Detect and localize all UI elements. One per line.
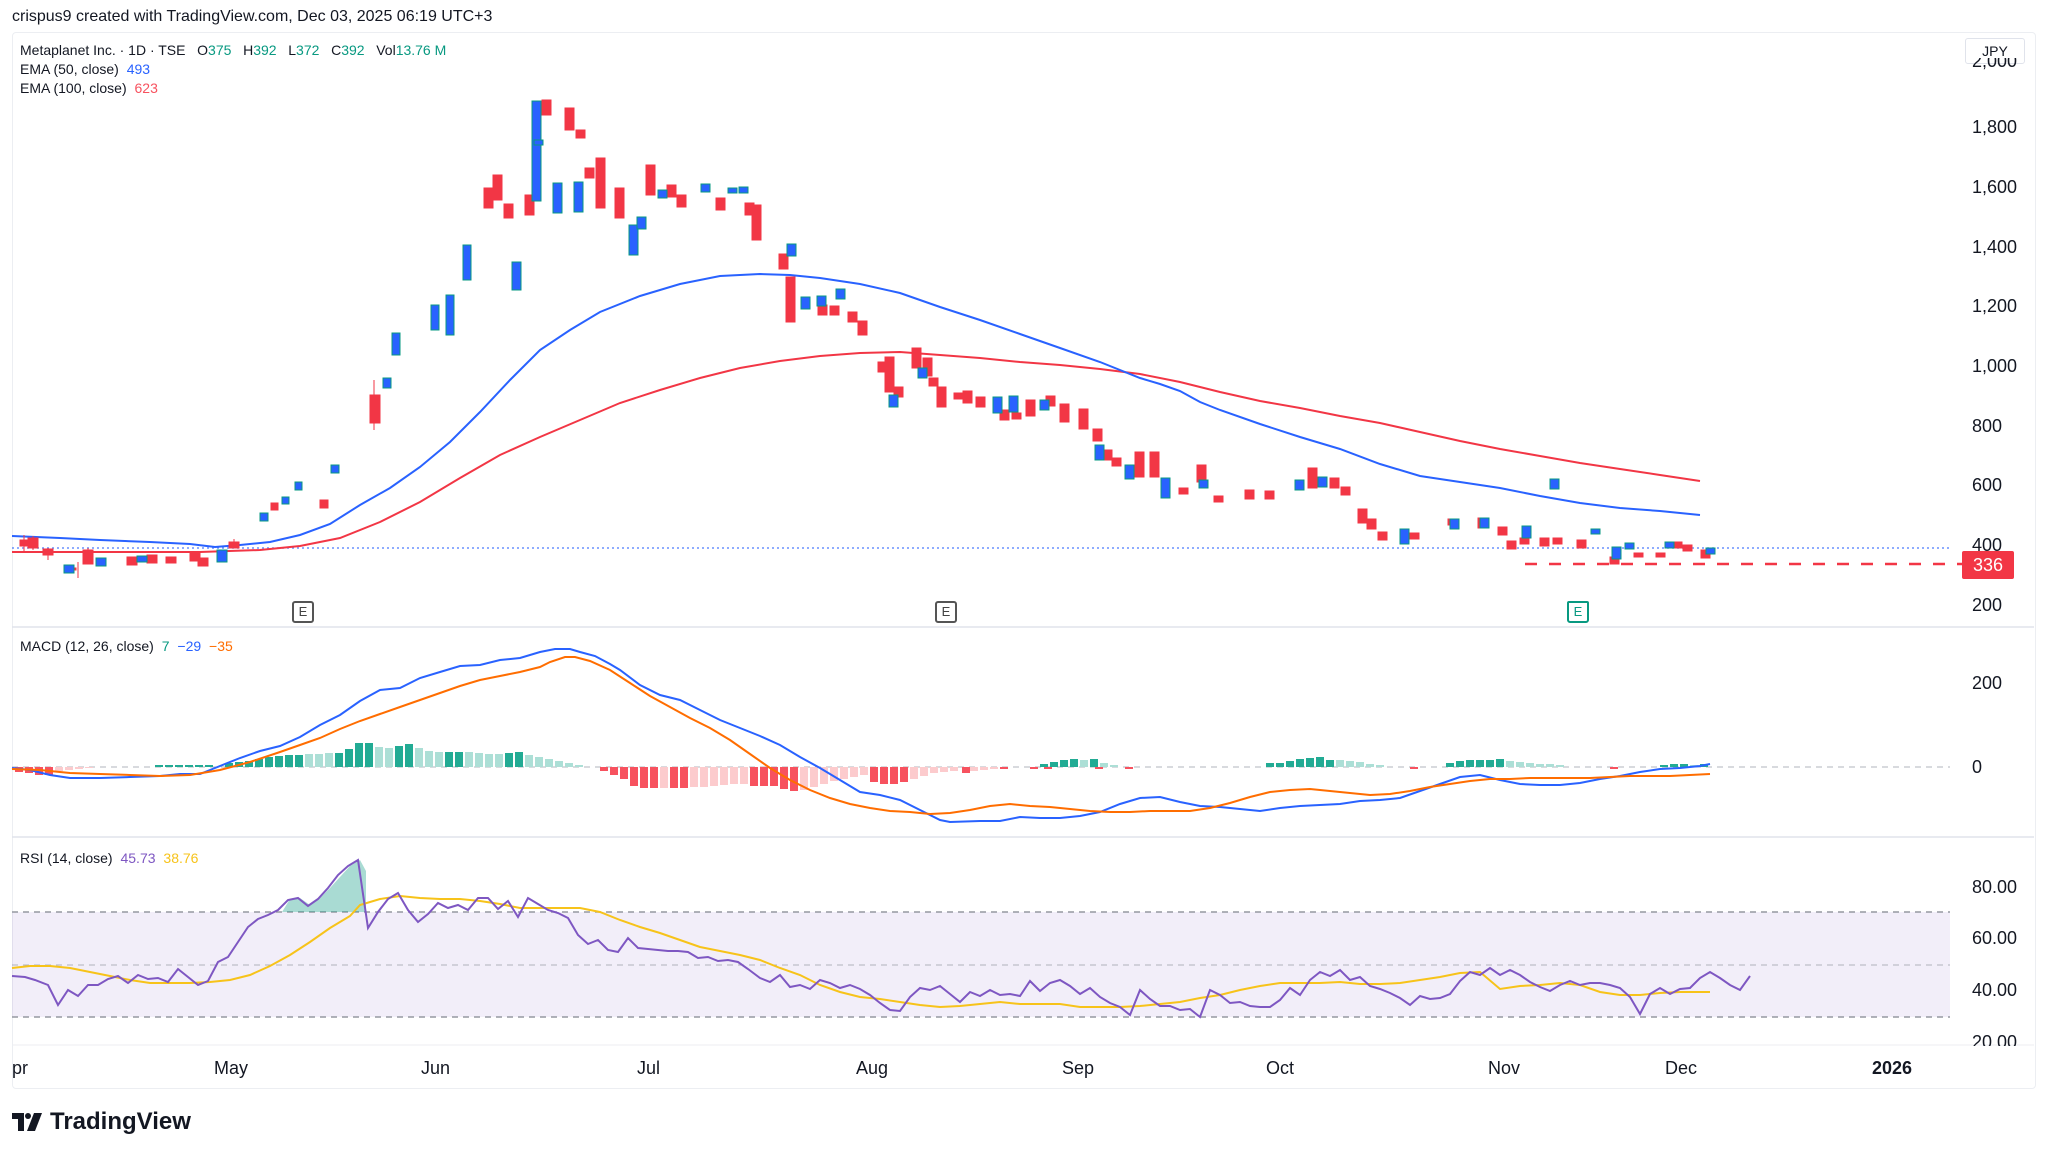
macd-histogram <box>15 743 1708 791</box>
rsi-label: RSI (14, close) <box>20 850 113 866</box>
rsi-value: 45.73 <box>120 850 156 866</box>
chart-frame <box>12 32 2036 1089</box>
price-tick: 1,400 <box>1972 237 2018 257</box>
ema100-label: EMA (100, close) <box>20 80 127 96</box>
tradingview-logo-icon <box>12 1113 42 1131</box>
price-tick: 2,000 <box>1972 58 2018 71</box>
earnings-marker-icon[interactable]: E <box>292 601 314 623</box>
macd-tick: 0 <box>1972 757 1983 777</box>
price-tick: 400 <box>1972 535 2003 555</box>
macd-value: −29 <box>177 638 202 654</box>
last-price-tag: 336 <box>1962 551 2014 579</box>
time-tick-year: 2026 <box>1872 1058 1913 1078</box>
macd-label: MACD (12, 26, close) <box>20 638 154 654</box>
candles <box>19 99 1716 578</box>
macd-tick: 200 <box>1972 673 2003 693</box>
open-label: O <box>197 42 209 58</box>
price-tick: 1,000 <box>1972 356 2018 376</box>
currency-button[interactable]: JPY <box>1965 38 2025 64</box>
close-label: C <box>331 42 342 58</box>
rsi-tick: 80.00 <box>1972 877 2018 897</box>
ema100-legend[interactable]: EMA (100, close) 623 <box>20 78 158 98</box>
time-tick: Apr <box>12 1058 28 1078</box>
volume-value: 13.76 M <box>395 42 447 58</box>
ema50-label: EMA (50, close) <box>20 61 119 77</box>
rsi-tick: 20.00 <box>1972 1032 2018 1046</box>
ema50-value: 493 <box>126 61 151 77</box>
symbol-name: Metaplanet Inc. · 1D · TSE <box>20 42 186 58</box>
close-value: 392 <box>341 42 365 58</box>
time-tick: Aug <box>856 1058 889 1078</box>
rsi-tick: 60.00 <box>1972 928 2018 948</box>
time-tick: May <box>214 1058 249 1078</box>
price-tick: 1,800 <box>1972 117 2018 137</box>
ema100-value: 623 <box>134 80 158 96</box>
open-value: 375 <box>208 42 232 58</box>
chart-credit: crispus9 created with TradingView.com, D… <box>12 8 493 25</box>
low-value: 372 <box>296 42 320 58</box>
macd-legend[interactable]: MACD (12, 26, close) 7 −29 −35 <box>20 636 233 656</box>
price-tick: 1,600 <box>1972 177 2018 197</box>
earnings-upcoming-icon[interactable]: E <box>1567 601 1589 623</box>
time-tick: Oct <box>1266 1058 1295 1078</box>
price-tick: 200 <box>1972 595 2003 615</box>
rsi-legend[interactable]: RSI (14, close) 45.73 38.76 <box>20 848 198 868</box>
ema50-legend[interactable]: EMA (50, close) 493 <box>20 59 150 79</box>
high-value: 392 <box>253 42 277 58</box>
time-tick: Dec <box>1665 1058 1698 1078</box>
time-tick: Sep <box>1062 1058 1095 1078</box>
time-tick: Jun <box>421 1058 451 1078</box>
macd-hist-value: 7 <box>161 638 170 654</box>
high-label: H <box>243 42 254 58</box>
tradingview-logo[interactable]: TradingView <box>12 1108 191 1136</box>
macd-signal-value: −35 <box>209 638 233 654</box>
price-tick: 1,200 <box>1972 296 2018 316</box>
earnings-marker-icon[interactable]: E <box>935 601 957 623</box>
brand-name: TradingView <box>50 1108 191 1135</box>
low-label: L <box>288 42 297 58</box>
rsi-ma-value: 38.76 <box>163 850 199 866</box>
price-tick: 800 <box>1972 416 2003 436</box>
time-tick: Jul <box>637 1058 661 1078</box>
rsi-tick: 40.00 <box>1972 980 2018 1000</box>
price-tick: 600 <box>1972 475 2003 495</box>
time-tick: Nov <box>1488 1058 1521 1078</box>
symbol-legend[interactable]: Metaplanet Inc. · 1D · TSE O375 H392 L37… <box>20 40 446 60</box>
volume-label: Vol <box>376 42 396 58</box>
